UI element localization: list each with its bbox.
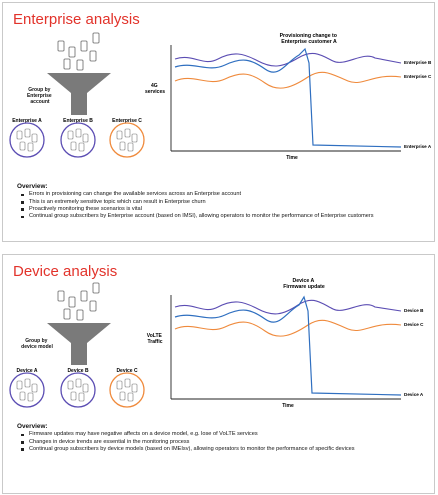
- x-axis-label: Time: [282, 403, 294, 409]
- funnel-icon: [47, 323, 111, 365]
- overview-bullet: Continual group subscribers by Enterpris…: [21, 213, 427, 220]
- overview-bullet: This is an extremely sensitive topic whi…: [21, 199, 427, 206]
- slide-title: Device analysis: [13, 263, 118, 280]
- svg-text:Device B: Device B: [67, 368, 89, 374]
- funnel-label: Group by Enterprise account: [27, 87, 53, 105]
- group-enterprise-b: Enterprise B: [60, 118, 96, 158]
- phone-icons: [57, 32, 100, 71]
- series-label-c: Enterprise C: [404, 74, 432, 79]
- overview-bullet: Changes in device trends are essential i…: [21, 439, 427, 446]
- overview-bullet: Errors in provisioning can change the av…: [21, 191, 427, 198]
- phone-icons: [57, 282, 100, 321]
- svg-text:Device A: Device A: [17, 368, 38, 374]
- overview-list: Errors in provisioning can change the av…: [17, 191, 427, 220]
- y-axis-label: 4G services: [145, 83, 165, 95]
- svg-text:Enterprise C: Enterprise C: [112, 118, 142, 124]
- group-phone-icons: [16, 378, 138, 402]
- overview-section: Overview: Firmware updates may have nega…: [17, 423, 427, 453]
- series-label-a: Device A: [404, 392, 424, 397]
- overview-bullet: Continual group subscribers by device mo…: [21, 446, 427, 453]
- overview-bullet: Firmware updates may have negative affec…: [21, 431, 427, 438]
- svg-text:Enterprise A: Enterprise A: [12, 118, 42, 124]
- series-device-a: [174, 295, 402, 396]
- svg-text:Enterprise B: Enterprise B: [63, 118, 93, 124]
- chart-annotation: Provisioning change to Enterprise custom…: [280, 33, 339, 45]
- series-enterprise-a: [174, 47, 402, 148]
- overview-section: Overview: Errors in provisioning can cha…: [17, 183, 427, 220]
- device-diagram: Group by device model Device A Device B …: [9, 278, 424, 409]
- funnel-icon: [47, 73, 111, 115]
- svg-text:Device C: Device C: [116, 368, 138, 374]
- series-enterprise-b: [174, 52, 402, 67]
- trend-chart: Provisioning change to Enterprise custom…: [145, 33, 432, 161]
- series-label-c: Device C: [404, 322, 424, 327]
- group-enterprise-a: Enterprise A: [9, 118, 45, 158]
- series-device-b: [174, 299, 402, 315]
- group-device-b: Device B: [60, 368, 96, 408]
- series-enterprise-c: [174, 71, 402, 89]
- group-device-c: Device C: [109, 368, 145, 408]
- group-phone-icons: [16, 128, 138, 152]
- group-enterprise-c: Enterprise C: [109, 118, 145, 158]
- y-axis-label: VoLTE Traffic: [147, 333, 163, 345]
- slide-device-analysis: Device analysis Group by device model De…: [2, 254, 435, 494]
- trend-chart: Device A Firmware update VoLTE Traffic T…: [147, 278, 424, 409]
- series-label-b: Device B: [404, 308, 424, 313]
- overview-list: Firmware updates may have negative affec…: [17, 431, 427, 453]
- overview-heading: Overview:: [17, 423, 48, 430]
- series-device-c: [174, 319, 402, 337]
- overview-bullet: Proactively monitoring these scenarios i…: [21, 206, 427, 213]
- enterprise-diagram: Group by Enterprise account Enterprise A…: [9, 32, 432, 161]
- slide-enterprise-analysis: Enterprise analysis Group by Enterprise …: [2, 2, 435, 242]
- series-label-b: Enterprise B: [404, 60, 432, 65]
- funnel-label: Group by device model: [21, 338, 53, 350]
- slide-title: Enterprise analysis: [13, 11, 140, 28]
- group-device-a: Device A: [9, 368, 45, 408]
- series-label-a: Enterprise A: [404, 144, 432, 149]
- chart-annotation: Device A Firmware update: [283, 278, 325, 290]
- x-axis-label: Time: [286, 155, 298, 161]
- overview-heading: Overview:: [17, 183, 48, 190]
